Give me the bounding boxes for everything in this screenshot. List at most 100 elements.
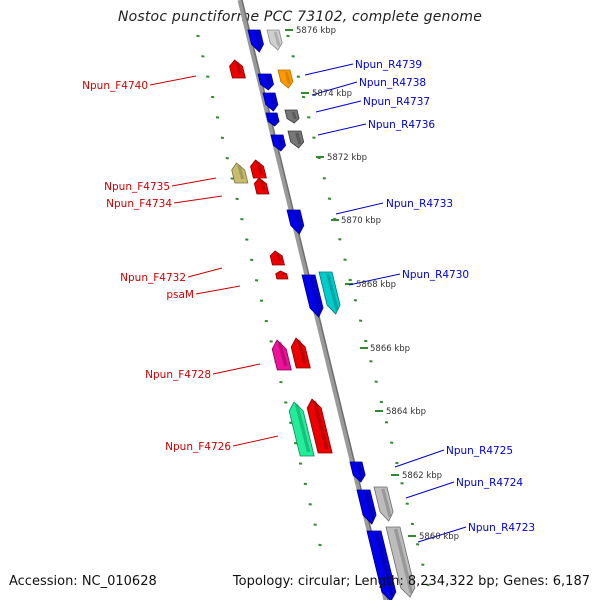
gene-shade [364, 491, 375, 521]
gene-shade [256, 161, 263, 175]
gene-arrow [262, 92, 279, 112]
gene-arrow [306, 398, 333, 454]
gene-shade [275, 252, 282, 262]
gene-arrow [253, 177, 270, 195]
leader-line [173, 195, 223, 204]
scale-labels: 5876 kbp 5874 kbp 5872 kbp 5870 kbp 5868… [296, 26, 459, 542]
leader-line [315, 100, 362, 113]
gene-shade [277, 136, 284, 148]
forward-track-ticks [196, 34, 322, 547]
leader-line [304, 63, 354, 76]
leader-line [348, 273, 401, 286]
scale-label: 5876 kbp [296, 26, 336, 36]
reverse-gene-labels: Npun_R4739 Npun_R4738 Npun_R4737 Npun_R4… [355, 59, 535, 534]
leader-line [317, 123, 367, 136]
gene-shade [374, 532, 395, 598]
gene-shade [381, 488, 392, 518]
gene-shade [237, 164, 245, 180]
gene-label-reverse[interactable]: Npun_R4730 [402, 269, 469, 281]
gene-arrow [275, 270, 289, 280]
scale-label: 5864 kbp [386, 407, 426, 417]
leader-line [195, 285, 241, 295]
gene-arrow [250, 159, 267, 179]
gene-arrow [287, 130, 305, 149]
scale-label: 5862 kbp [402, 471, 442, 481]
gene-label-reverse[interactable]: Npun_R4725 [446, 445, 513, 457]
genome-title: Nostoc punctiforme PCC 73102, complete g… [117, 9, 483, 25]
gene-arrow [366, 530, 397, 600]
leader-line [335, 202, 384, 215]
gene-arrow [266, 29, 283, 51]
label-leaders [149, 63, 467, 543]
leader-line [394, 449, 445, 468]
gene-arrow [229, 59, 246, 79]
gene-shade [281, 272, 285, 276]
gene-shade [356, 463, 364, 479]
scale-label: 5870 kbp [341, 216, 381, 226]
gene-label-forward[interactable]: Npun_F4740 [82, 80, 148, 92]
gene-label-forward[interactable]: Npun_F4726 [165, 441, 231, 453]
gene-shade [269, 94, 277, 108]
gene-shade [294, 211, 303, 231]
genome-summary-text: Topology: circular; Length: 8,234,322 bp… [232, 574, 590, 589]
scale-label: 5868 kbp [356, 280, 396, 290]
gene-label-forward[interactable]: psaM [166, 289, 194, 301]
gene-arrow [385, 526, 416, 598]
gene-shade [291, 111, 297, 120]
gene-shade [284, 71, 292, 85]
gene-shade [277, 341, 288, 367]
gene-shade [273, 31, 281, 47]
leader-line [405, 481, 455, 499]
leader-line [417, 526, 467, 543]
gene-label-reverse[interactable]: Npun_R4723 [468, 522, 535, 534]
gene-shade [312, 400, 329, 450]
leader-line [149, 75, 197, 86]
leader-line [171, 177, 217, 187]
gene-arrow [349, 461, 366, 483]
leader-line [212, 363, 261, 375]
scale-label: 5872 kbp [327, 153, 367, 163]
gene-arrow [288, 401, 315, 457]
reverse-track-ticks [285, 29, 430, 587]
gene-label-forward[interactable]: Npun_F4732 [120, 272, 186, 284]
gene-label-reverse[interactable]: Npun_R4736 [368, 119, 435, 131]
scale-label: 5866 kbp [370, 344, 410, 354]
gene-arrow [270, 134, 286, 152]
gene-shade [259, 179, 266, 191]
scale-label: 5874 kbp [312, 89, 352, 99]
gene-arrow [231, 162, 249, 184]
gene-label-reverse[interactable]: Npun_R4724 [456, 477, 523, 489]
gene-arrow [271, 339, 292, 371]
gene-label-reverse[interactable]: Npun_R4738 [359, 77, 426, 89]
gene-label-forward[interactable]: Npun_F4734 [106, 198, 172, 210]
gene-arrow [356, 489, 377, 525]
gene-arrow [373, 486, 394, 522]
gene-label-forward[interactable]: Npun_F4735 [104, 181, 170, 193]
gene-arrow [301, 274, 324, 318]
gene-arrow [290, 337, 311, 369]
leader-line [187, 267, 223, 278]
gene-label-reverse[interactable]: Npun_R4737 [363, 96, 430, 108]
gene-shade [295, 132, 302, 145]
gene-label-reverse[interactable]: Npun_R4733 [386, 198, 453, 210]
gene-arrow [286, 209, 305, 235]
gene-shade [326, 273, 339, 311]
gene-arrow [247, 29, 264, 53]
gene-arrow [269, 250, 285, 266]
gene-arrow [277, 69, 294, 89]
gene-shade [235, 61, 242, 75]
gene-shade [272, 114, 277, 123]
leader-line [232, 435, 279, 447]
gene-arrow [257, 73, 274, 91]
gene-arrow [318, 271, 341, 315]
gene-shade [296, 339, 307, 365]
gene-label-forward[interactable]: Npun_F4728 [145, 369, 211, 381]
gene-shade [309, 276, 322, 314]
gene-shade [294, 403, 311, 453]
leader-line [311, 81, 358, 96]
gene-arrow [284, 109, 300, 124]
scale-label: 5860 kbp [419, 532, 459, 542]
gene-label-reverse[interactable]: Npun_R4739 [355, 59, 422, 71]
